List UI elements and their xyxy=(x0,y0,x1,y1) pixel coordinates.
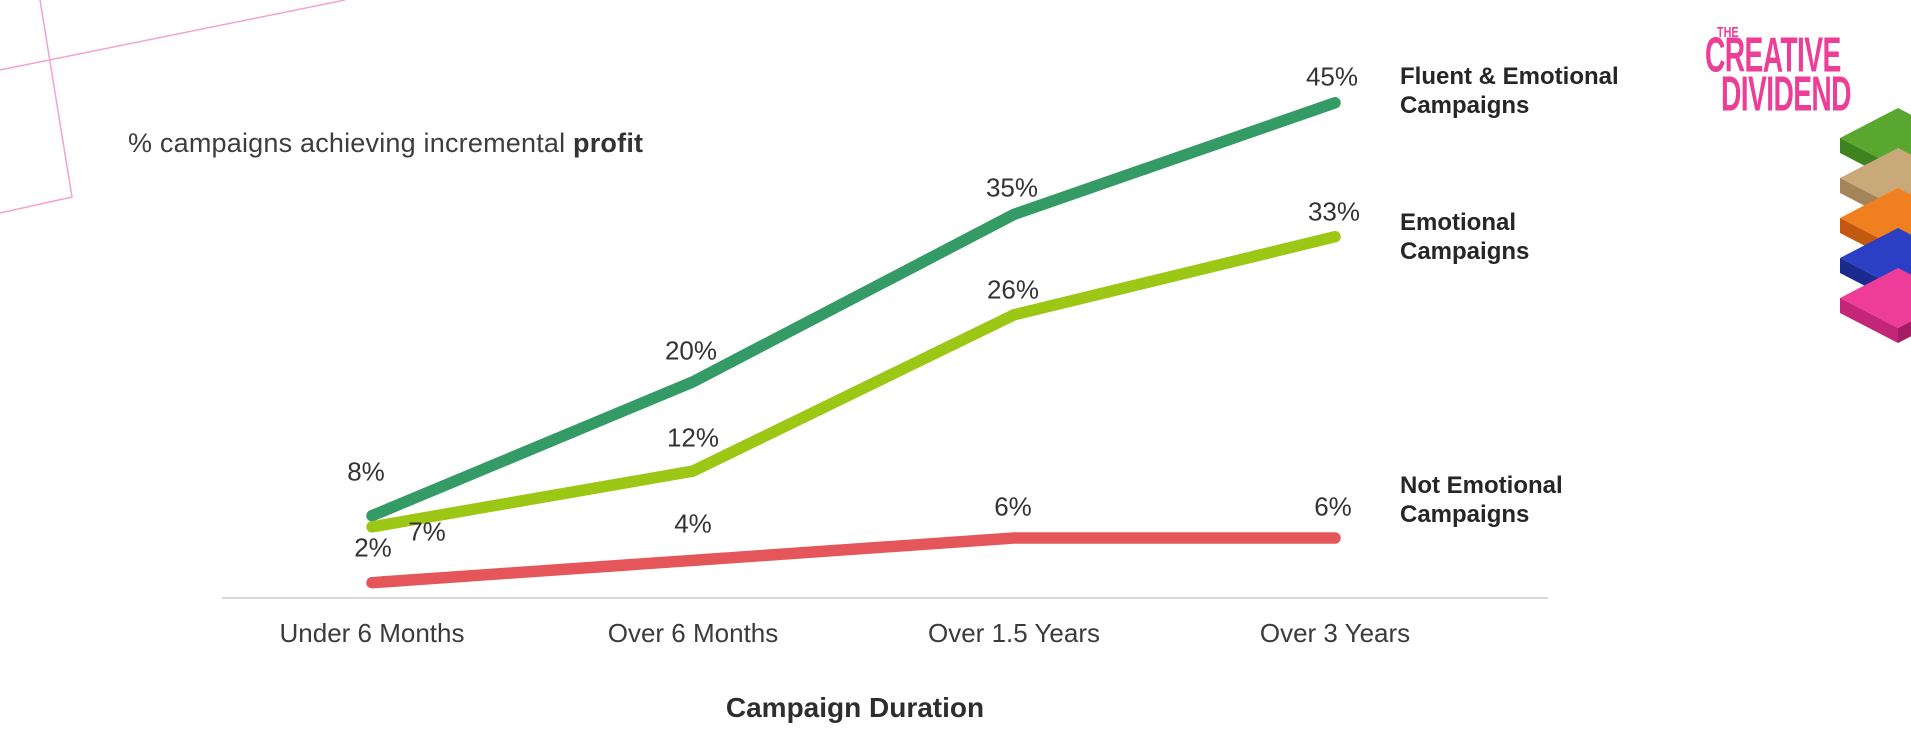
legend-not-emotional-campaigns: Not Emotional Campaigns xyxy=(1400,471,1700,529)
value-label-emotional-campaigns-3: 33% xyxy=(1307,196,1361,227)
value-label-fluent-emotional-campaigns-0: 8% xyxy=(347,456,385,487)
line-not-emotional-campaigns xyxy=(366,532,1341,589)
x-axis-label-2: Over 1.5 Years xyxy=(928,618,1100,648)
chart-title-text: % campaigns achieving incremental xyxy=(128,128,574,158)
legend-emotional-campaigns: Emotional Campaigns xyxy=(1400,208,1700,266)
x-axis-label-1: Over 6 Months xyxy=(607,618,779,648)
layer-4-face xyxy=(1898,321,1911,343)
legend-line: Not Emotional xyxy=(1400,472,1563,499)
x-axis-title: Campaign Duration xyxy=(725,692,985,723)
legend-line: Campaigns xyxy=(1400,92,1530,119)
x-axis-label-0: Under 6 Months xyxy=(279,618,465,648)
value-label-not-emotional-campaigns-1: 4% xyxy=(674,508,712,539)
legend-line: Fluent & Emotional xyxy=(1400,63,1619,90)
legend-line: Emotional xyxy=(1400,209,1517,236)
value-label-not-emotional-campaigns-0: 2% xyxy=(354,532,392,563)
x-axis-label-3: Over 3 Years xyxy=(1259,618,1411,648)
decorative-line-path xyxy=(0,0,346,214)
value-label-emotional-campaigns-1: 12% xyxy=(666,422,720,453)
layer-4-face xyxy=(1840,298,1898,343)
line-fluent-emotional-campaigns xyxy=(366,97,1341,522)
logo-dividend: DIVIDEND xyxy=(1721,65,1852,121)
value-label-not-emotional-campaigns-3: 6% xyxy=(1314,491,1352,522)
layer-4-face xyxy=(1840,268,1911,328)
legend-line: Campaigns xyxy=(1400,501,1530,528)
value-label-not-emotional-campaigns-2: 6% xyxy=(994,491,1032,522)
logo-creative: CREATIVE xyxy=(1705,26,1841,82)
chart-title-bold-word: profit xyxy=(573,128,644,158)
value-label-fluent-emotional-campaigns-3: 45% xyxy=(1305,61,1359,92)
legend-fluent-emotional-campaigns: Fluent & Emotional Campaigns xyxy=(1400,62,1700,120)
value-label-emotional-campaigns-2: 26% xyxy=(986,274,1040,305)
value-label-emotional-campaigns-0: 7% xyxy=(408,516,446,547)
line-emotional-campaigns xyxy=(366,230,1341,533)
logo-the: THE xyxy=(1717,24,1739,41)
legend-line: Campaigns xyxy=(1400,238,1530,265)
value-label-fluent-emotional-campaigns-1: 20% xyxy=(664,335,718,366)
value-label-fluent-emotional-campaigns-2: 35% xyxy=(985,172,1039,203)
chart-title: % campaigns achieving incremental profit xyxy=(128,128,643,159)
